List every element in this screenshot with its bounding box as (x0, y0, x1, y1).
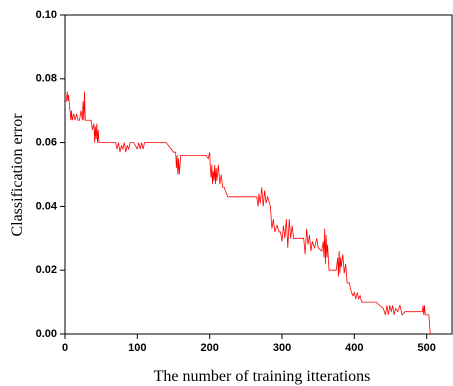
x-tick-label: 400 (345, 342, 363, 354)
plot-frame (64, 14, 453, 335)
y-tick-label: 0.04 (36, 200, 58, 212)
y-axis-label: Classification error (9, 113, 26, 237)
data-line (65, 91, 431, 335)
y-tick-label: 0.00 (36, 328, 57, 340)
y-tick-label: 0.10 (36, 9, 57, 21)
x-axis-label: The number of training itterations (154, 368, 371, 385)
x-tick-label: 100 (128, 342, 146, 354)
x-tick-label: 200 (200, 342, 218, 354)
y-tick-label: 0.02 (36, 264, 57, 276)
x-tick-label: 0 (62, 342, 68, 354)
x-tick-label: 300 (273, 342, 291, 354)
y-tick-label: 0.06 (36, 137, 57, 149)
x-tick-label: 500 (418, 342, 436, 354)
y-tick-label: 0.08 (36, 73, 57, 85)
